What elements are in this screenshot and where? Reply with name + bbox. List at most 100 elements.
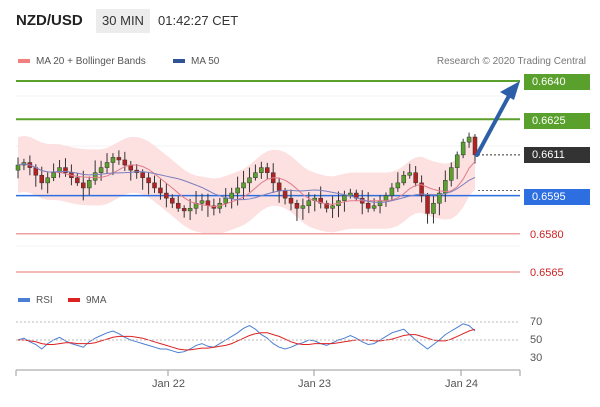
candle-body xyxy=(425,195,430,214)
legend-rsi: RSI xyxy=(18,295,53,306)
ma9-swatch xyxy=(68,298,80,303)
candle-body xyxy=(146,177,151,184)
rsi-tick-30: 30 xyxy=(530,352,543,364)
level-lines xyxy=(16,80,520,273)
trend-arrow-head xyxy=(500,81,520,100)
level-label-0565: 0.6565 xyxy=(530,267,564,279)
candle-body xyxy=(63,167,68,173)
candle-body xyxy=(389,187,395,196)
candle-body xyxy=(377,200,383,207)
candle-body xyxy=(401,174,407,184)
last-price-tag: 0.6611 xyxy=(524,147,590,163)
ma20-line xyxy=(17,161,476,208)
level-tag-0625: 0.6625 xyxy=(524,113,590,129)
candle-body xyxy=(140,172,145,179)
candle-body xyxy=(211,205,217,209)
candle-body xyxy=(265,167,270,173)
level-tag-0640: 0.6640 xyxy=(524,74,590,90)
ma50-line xyxy=(17,163,476,203)
candle-body xyxy=(158,187,163,194)
ma20-swatch xyxy=(18,59,30,64)
trend-arrow-shaft xyxy=(475,92,512,157)
candle-body xyxy=(395,182,401,189)
candle-body xyxy=(81,182,86,189)
trend-arrow xyxy=(475,81,520,157)
candle-body xyxy=(324,202,329,209)
candle-body xyxy=(181,208,187,212)
timeframe-badge[interactable]: 30 MIN xyxy=(96,9,150,33)
candle-body xyxy=(466,136,472,143)
candle-body xyxy=(45,177,50,184)
rsi-ma9-line xyxy=(18,328,476,351)
rsi-label: RSI xyxy=(36,295,53,306)
ma50-swatch xyxy=(173,59,185,64)
time-axis xyxy=(15,321,521,376)
candle-body xyxy=(330,205,335,209)
candle-body xyxy=(288,197,294,204)
candle-body xyxy=(75,177,80,184)
candle-body xyxy=(437,192,442,204)
legend-ma20: MA 20 + Bollinger Bands xyxy=(18,56,146,67)
level-tag-0595: 0.6595 xyxy=(524,189,590,205)
ma20-label: MA 20 + Bollinger Bands xyxy=(36,56,146,67)
candle-body xyxy=(51,172,56,179)
candle-body xyxy=(122,159,128,166)
candle-body xyxy=(300,205,306,209)
candle-body xyxy=(247,177,252,184)
candle-body xyxy=(110,157,116,163)
candle-body xyxy=(342,195,347,201)
candle-body xyxy=(253,172,258,179)
rsi-line xyxy=(17,323,476,354)
candle-body xyxy=(443,180,448,194)
candle-body xyxy=(383,195,389,201)
symbol-label: NZD/USD xyxy=(16,12,83,29)
candle-body xyxy=(229,192,234,199)
date-label-jan22: Jan 22 xyxy=(152,378,186,390)
candle-body xyxy=(407,172,412,176)
candle-body xyxy=(86,180,92,189)
candle-body xyxy=(318,197,323,204)
candle-body xyxy=(282,190,288,199)
candle-body xyxy=(449,167,454,181)
candle-body xyxy=(223,197,228,204)
candle-body xyxy=(371,205,377,209)
bollinger-band xyxy=(18,133,475,235)
candle-body xyxy=(306,200,312,207)
attribution-text: Research © 2020 Trading Central xyxy=(436,56,586,67)
level-label-0580: 0.6580 xyxy=(530,229,564,241)
date-label-jan23: Jan 23 xyxy=(298,378,332,390)
candle-body xyxy=(15,164,21,171)
candle-body xyxy=(472,136,478,156)
candle-body xyxy=(104,162,110,168)
ma9-label: 9MA xyxy=(86,295,107,306)
candle-body xyxy=(365,202,371,209)
candle-body xyxy=(170,197,175,204)
candle-body xyxy=(116,157,122,161)
rsi-tick-50: 50 xyxy=(530,334,543,346)
candle-body xyxy=(187,208,193,212)
candle-body xyxy=(175,202,181,209)
candle-body xyxy=(419,182,424,196)
candle-body xyxy=(199,200,205,204)
candle-body xyxy=(294,202,300,209)
candle-body xyxy=(431,202,436,214)
candle-body xyxy=(92,172,98,181)
candle-body xyxy=(460,141,466,156)
candle-body xyxy=(39,174,44,184)
ma50-label: MA 50 xyxy=(191,56,220,67)
rsi-tick-70: 70 xyxy=(530,316,543,328)
legend-ma50: MA 50 xyxy=(173,56,219,67)
candle-body xyxy=(164,192,169,199)
candle-body xyxy=(98,167,104,173)
rsi-swatch xyxy=(18,298,30,303)
candle-body xyxy=(259,167,264,173)
candle-body xyxy=(241,182,246,189)
candle-body xyxy=(152,182,157,189)
date-label-jan24: Jan 24 xyxy=(445,378,479,390)
chart-header: NZD/USD 30 MIN 01:42:27 CET xyxy=(0,0,600,44)
legend-ma9: 9MA xyxy=(68,295,107,306)
candle-body xyxy=(413,172,418,184)
candle-body xyxy=(276,182,282,191)
time-label: 01:42:27 CET xyxy=(158,13,239,28)
